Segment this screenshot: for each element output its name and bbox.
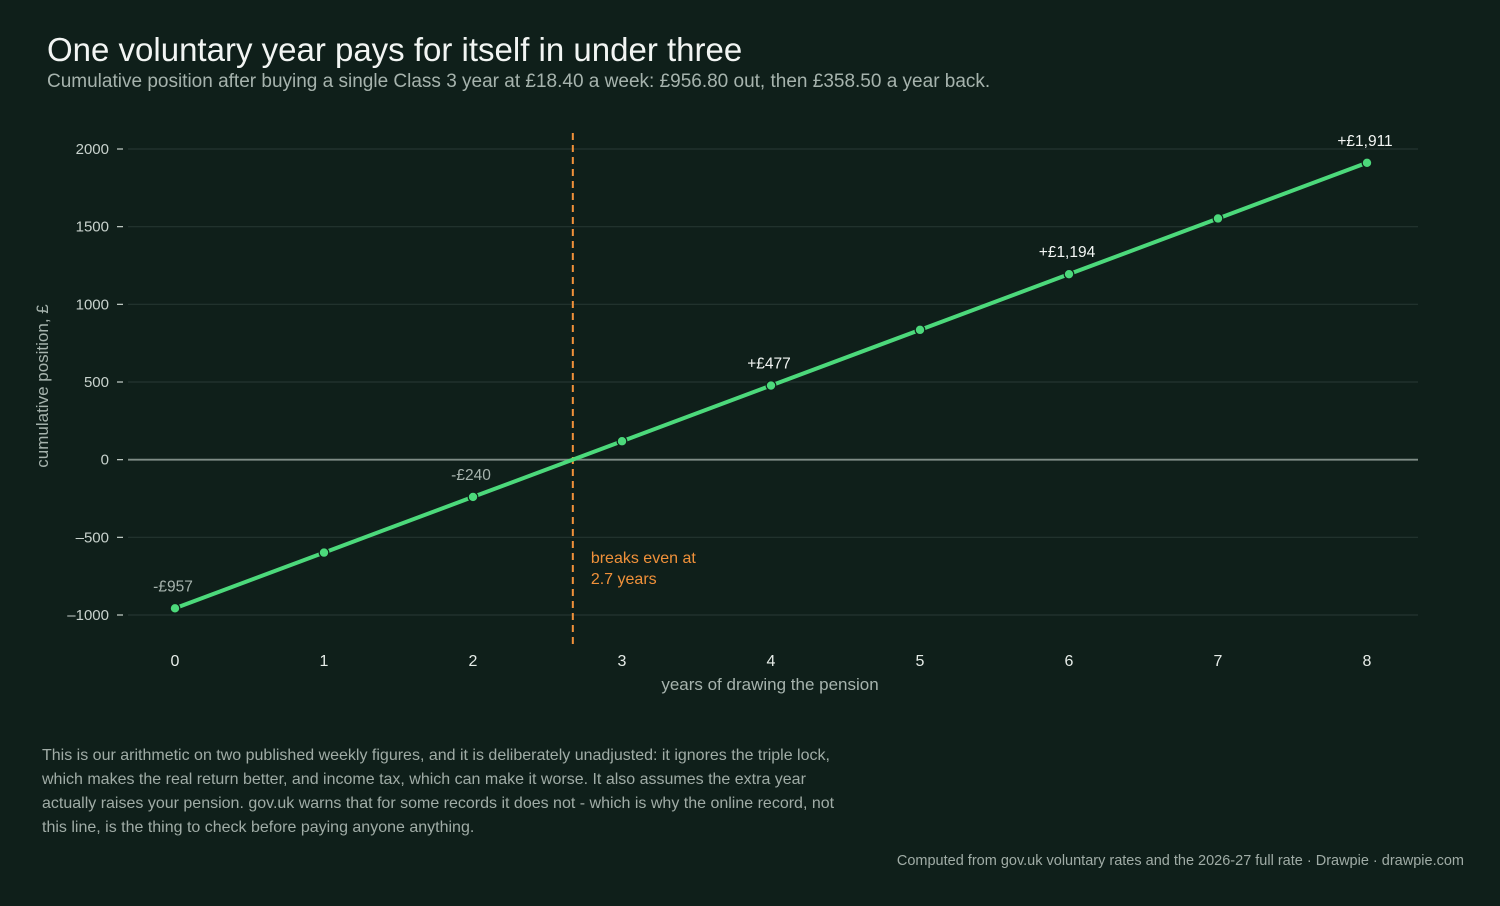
data-point — [914, 324, 926, 336]
x-tick-label: 5 — [916, 653, 925, 670]
data-point — [318, 547, 330, 559]
data-point — [616, 435, 628, 447]
x-tick-label: 0 — [171, 653, 180, 670]
methodology-note: This is our arithmetic on two published … — [42, 747, 835, 836]
x-axis-title: years of drawing the pension — [661, 675, 878, 694]
x-tick-label: 4 — [767, 653, 776, 670]
data-point — [467, 491, 479, 503]
x-tick-label: 3 — [618, 653, 627, 670]
x-axis: 0 1 2 3 4 5 6 7 8 — [171, 653, 1372, 670]
y-tick-label: 1000 — [76, 296, 109, 313]
y-tick-label: 500 — [84, 374, 109, 391]
y-tick-label: –1000 — [67, 607, 109, 624]
x-tick-label: 2 — [469, 653, 478, 670]
y-tick-label: 2000 — [76, 141, 109, 158]
point-label: -£240 — [451, 467, 491, 484]
breakeven-line-chart: 2000 1500 1000 500 0 –500 –1000 0 1 2 3 4 5 6 7 8 brea… — [33, 133, 1418, 694]
data-points — [169, 157, 1373, 614]
y-axis-title: cumulative position, £ — [33, 304, 52, 468]
breakeven-label: breaks even at — [591, 550, 697, 567]
point-label: -£957 — [153, 578, 193, 595]
data-point — [1361, 157, 1373, 169]
y-tick-label: 0 — [101, 452, 109, 469]
data-point — [169, 602, 181, 614]
data-point — [765, 380, 777, 391]
point-label: +£477 — [747, 356, 791, 373]
gridlines — [128, 148, 1418, 616]
point-label: +£1,194 — [1039, 244, 1096, 261]
data-point — [1212, 213, 1224, 224]
source-credit: Computed from gov.uk voluntary rates and… — [896, 853, 1464, 869]
x-tick-label: 1 — [320, 653, 329, 670]
point-labels: -£957 -£240 +£477 +£1,194 +£1,911 — [153, 133, 1392, 595]
y-axis: 2000 1500 1000 500 0 –500 –1000 — [67, 141, 123, 624]
breakeven-label-value: 2.7 years — [591, 571, 657, 588]
point-label: +£1,911 — [1337, 133, 1392, 150]
y-tick-label: 1500 — [76, 219, 109, 236]
x-tick-label: 6 — [1065, 653, 1074, 670]
chart-subtitle: Cumulative position after buying a singl… — [47, 71, 991, 92]
data-point — [1063, 268, 1075, 280]
chart-title: One voluntary year pays for itself in un… — [47, 31, 743, 68]
x-tick-label: 7 — [1214, 653, 1223, 670]
x-tick-label: 8 — [1363, 653, 1372, 670]
y-tick-label: –500 — [76, 529, 109, 546]
